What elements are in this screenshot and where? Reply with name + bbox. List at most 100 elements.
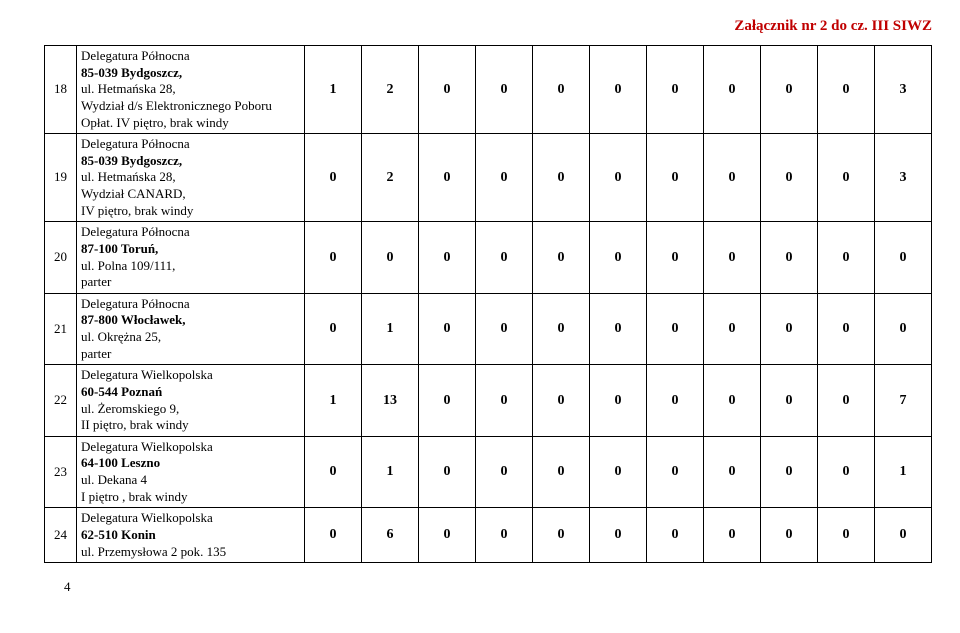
- row-number: 24: [45, 508, 77, 563]
- row-description: Delegatura Północna87-100 Toruń,ul. Poln…: [77, 222, 305, 294]
- value-cell: 0: [419, 46, 476, 134]
- value-cell: 0: [419, 222, 476, 294]
- value-cell: 0: [647, 365, 704, 437]
- value-cell: 1: [362, 436, 419, 508]
- value-cell: 0: [647, 293, 704, 365]
- value-cell: 0: [647, 46, 704, 134]
- value-cell: 0: [818, 293, 875, 365]
- value-cell: 2: [362, 134, 419, 222]
- value-cell: 0: [419, 365, 476, 437]
- row-number: 22: [45, 365, 77, 437]
- value-cell: 0: [305, 293, 362, 365]
- desc-line: Delegatura Wielkopolska: [81, 367, 300, 384]
- desc-line: Delegatura Wielkopolska: [81, 439, 300, 456]
- value-cell: 0: [818, 436, 875, 508]
- value-cell: 0: [533, 508, 590, 563]
- desc-line: 87-100 Toruń,: [81, 241, 300, 258]
- desc-line: ul. Hetmańska 28,: [81, 81, 300, 98]
- desc-line: I piętro , brak windy: [81, 489, 300, 506]
- value-cell: 0: [761, 436, 818, 508]
- table-row: 22Delegatura Wielkopolska60-544 Poznańul…: [45, 365, 932, 437]
- row-description: Delegatura Wielkopolska64-100 Lesznoul. …: [77, 436, 305, 508]
- value-cell: 1: [362, 293, 419, 365]
- value-cell: 0: [362, 222, 419, 294]
- row-number: 20: [45, 222, 77, 294]
- value-cell: 0: [647, 134, 704, 222]
- value-cell: 0: [419, 508, 476, 563]
- value-cell: 0: [533, 365, 590, 437]
- value-cell: 1: [305, 365, 362, 437]
- desc-line: IV piętro, brak windy: [81, 203, 300, 220]
- value-cell: 0: [647, 222, 704, 294]
- table-row: 19Delegatura Północna85-039 Bydgoszcz,ul…: [45, 134, 932, 222]
- value-cell: 3: [875, 134, 932, 222]
- table-row: 21Delegatura Północna87-800 Włocławek,ul…: [45, 293, 932, 365]
- desc-line: 62-510 Konin: [81, 527, 300, 544]
- value-cell: 2: [362, 46, 419, 134]
- desc-line: Delegatura Północna: [81, 136, 300, 153]
- value-cell: 0: [704, 365, 761, 437]
- value-cell: 0: [761, 365, 818, 437]
- value-cell: 0: [761, 134, 818, 222]
- desc-line: Delegatura Północna: [81, 48, 300, 65]
- desc-line: Delegatura Północna: [81, 296, 300, 313]
- value-cell: 0: [647, 508, 704, 563]
- value-cell: 0: [590, 508, 647, 563]
- value-cell: 0: [305, 134, 362, 222]
- value-cell: 0: [704, 134, 761, 222]
- row-number: 19: [45, 134, 77, 222]
- value-cell: 0: [818, 365, 875, 437]
- desc-line: 60-544 Poznań: [81, 384, 300, 401]
- value-cell: 0: [476, 293, 533, 365]
- desc-line: Delegatura Wielkopolska: [81, 510, 300, 527]
- desc-line: 85-039 Bydgoszcz,: [81, 65, 300, 82]
- value-cell: 0: [647, 436, 704, 508]
- value-cell: 0: [305, 222, 362, 294]
- value-cell: 0: [590, 436, 647, 508]
- table-row: 20Delegatura Północna87-100 Toruń,ul. Po…: [45, 222, 932, 294]
- attachment-header: Załącznik nr 2 do cz. III SIWZ: [44, 18, 932, 35]
- desc-line: 85-039 Bydgoszcz,: [81, 153, 300, 170]
- desc-line: Wydział d/s Elektronicznego Poboru Opłat…: [81, 98, 300, 131]
- value-cell: 0: [704, 508, 761, 563]
- value-cell: 6: [362, 508, 419, 563]
- value-cell: 0: [704, 46, 761, 134]
- value-cell: 1: [875, 436, 932, 508]
- row-description: Delegatura Północna85-039 Bydgoszcz,ul. …: [77, 46, 305, 134]
- page-number: 4: [64, 579, 932, 595]
- value-cell: 0: [704, 222, 761, 294]
- value-cell: 0: [761, 46, 818, 134]
- value-cell: 0: [875, 293, 932, 365]
- value-cell: 0: [818, 46, 875, 134]
- desc-line: ul. Hetmańska 28,: [81, 169, 300, 186]
- value-cell: 0: [533, 436, 590, 508]
- value-cell: 0: [590, 222, 647, 294]
- value-cell: 1: [305, 46, 362, 134]
- row-number: 21: [45, 293, 77, 365]
- value-cell: 0: [818, 508, 875, 563]
- value-cell: 0: [305, 436, 362, 508]
- value-cell: 7: [875, 365, 932, 437]
- desc-line: Delegatura Północna: [81, 224, 300, 241]
- value-cell: 0: [476, 222, 533, 294]
- table-row: 24Delegatura Wielkopolska 62-510 Koninul…: [45, 508, 932, 563]
- row-number: 23: [45, 436, 77, 508]
- table-row: 23Delegatura Wielkopolska64-100 Lesznoul…: [45, 436, 932, 508]
- value-cell: 0: [704, 436, 761, 508]
- value-cell: 13: [362, 365, 419, 437]
- desc-line: ul. Przemysłowa 2 pok. 135: [81, 544, 300, 561]
- desc-line: ul. Polna 109/111,: [81, 258, 300, 275]
- row-description: Delegatura Północna87-800 Włocławek,ul. …: [77, 293, 305, 365]
- value-cell: 0: [590, 134, 647, 222]
- table-row: 18Delegatura Północna85-039 Bydgoszcz,ul…: [45, 46, 932, 134]
- desc-line: ul. Okrężna 25,: [81, 329, 300, 346]
- desc-line: II piętro, brak windy: [81, 417, 300, 434]
- value-cell: 0: [875, 222, 932, 294]
- value-cell: 3: [875, 46, 932, 134]
- value-cell: 0: [590, 293, 647, 365]
- value-cell: 0: [533, 293, 590, 365]
- value-cell: 0: [818, 222, 875, 294]
- desc-line: ul. Żeromskiego 9,: [81, 401, 300, 418]
- data-table: 18Delegatura Północna85-039 Bydgoszcz,ul…: [44, 45, 932, 563]
- value-cell: 0: [761, 508, 818, 563]
